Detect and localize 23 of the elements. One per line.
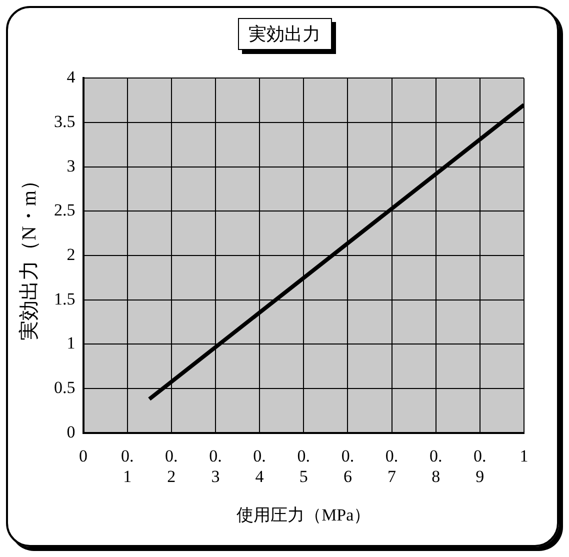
x-tick-label: 0. 6 xyxy=(341,446,354,486)
x-tick-label: 0. 3 xyxy=(209,446,222,486)
x-tick-label: 0. 2 xyxy=(165,446,178,486)
y-tick-label: 2.5 xyxy=(54,200,76,220)
y-tick-label: 3 xyxy=(66,156,76,176)
y-tick-label: 4 xyxy=(66,68,76,87)
x-tick-label: 0 xyxy=(79,446,88,466)
x-tick-label: 0. 9 xyxy=(474,446,486,486)
y-tick-label: 0 xyxy=(66,422,76,442)
y-tick-label: 0.5 xyxy=(54,378,76,397)
y-tick-label: 3.5 xyxy=(54,112,76,131)
x-tick-label: 0. 7 xyxy=(385,446,398,486)
y-axis-title: 実効出力（N・m） xyxy=(17,170,40,340)
x-tick-label: 0. 1 xyxy=(120,446,134,486)
x-tick-label: 1 xyxy=(520,446,528,466)
chart-title: 実効出力 xyxy=(238,18,332,50)
y-tick-label: 1.5 xyxy=(54,289,76,308)
x-tick-label: 0. 4 xyxy=(253,446,266,486)
y-tick-label: 1 xyxy=(66,334,76,353)
x-tick-label: 0. 5 xyxy=(297,446,310,486)
x-axis-title: 使用圧力（MPa） xyxy=(236,505,371,524)
x-tick-label: 0. 8 xyxy=(429,446,442,486)
y-tick-label: 2 xyxy=(66,244,76,264)
